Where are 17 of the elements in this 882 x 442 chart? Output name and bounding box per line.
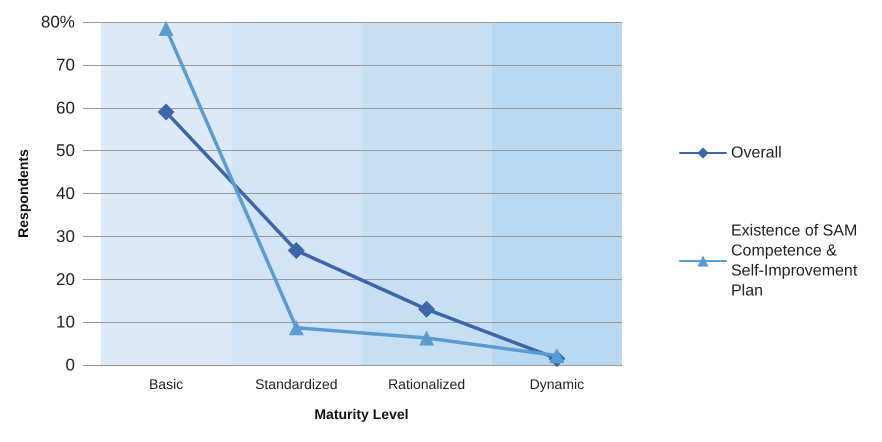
x-tick-label: Standardized xyxy=(255,376,338,392)
x-tick-label: Basic xyxy=(148,376,184,392)
x-axis-title: Maturity Level xyxy=(314,406,409,422)
y-tick-label: 70 xyxy=(56,55,75,74)
x-tick-label: Dynamic xyxy=(530,376,584,392)
y-tick-label: 20 xyxy=(56,270,75,289)
y-tick-label: 30 xyxy=(56,226,75,246)
x-tick-label: Rationalized xyxy=(388,376,466,392)
y-tick-label: 10 xyxy=(56,312,75,332)
y-tick-label: 40 xyxy=(56,184,75,203)
y-axis-title: Respondents xyxy=(15,148,31,238)
legend-label: Existence of SAM Competence & Self-Improvement Plan xyxy=(731,222,862,300)
y-tick-label: 0 xyxy=(65,356,75,374)
y-tick-label: 80% xyxy=(40,12,75,32)
y-tick-label: 60 xyxy=(56,98,75,118)
legend-label: Overall xyxy=(731,144,782,162)
y-tick-label: 50 xyxy=(56,141,75,160)
